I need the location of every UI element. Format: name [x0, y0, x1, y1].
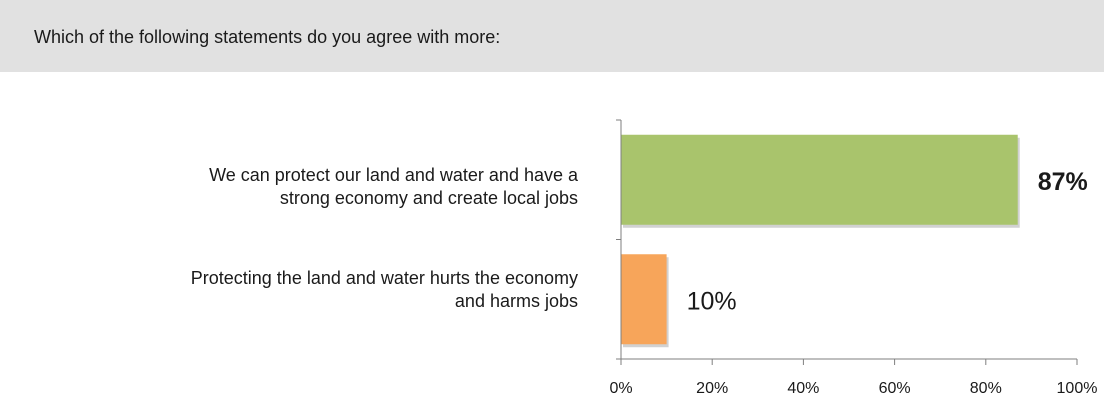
x-tick-label: 80% — [970, 380, 1002, 397]
category-label-line: Protecting the land and water hurts the … — [190, 268, 578, 288]
category-label-line: We can protect our land and water and ha… — [209, 165, 578, 185]
question-text: Which of the following statements do you… — [34, 27, 501, 47]
data-label: 10% — [687, 287, 737, 315]
bar — [621, 254, 667, 345]
category-label-line: strong economy and create local jobs — [279, 188, 578, 208]
category-label: We can protect our land and water and ha… — [18, 164, 578, 210]
x-tick-label: 0% — [609, 380, 632, 397]
data-label: 87% — [1038, 168, 1088, 196]
x-tick-label: 100% — [1057, 380, 1098, 397]
category-label-line: and harms jobs — [454, 291, 578, 311]
question-banner: Which of the following statements do you… — [0, 0, 1104, 72]
x-tick-label: 60% — [879, 380, 911, 397]
x-tick-label: 40% — [787, 380, 819, 397]
x-tick-label: 20% — [696, 380, 728, 397]
category-label: Protecting the land and water hurts the … — [18, 267, 578, 313]
bar — [621, 134, 1018, 225]
